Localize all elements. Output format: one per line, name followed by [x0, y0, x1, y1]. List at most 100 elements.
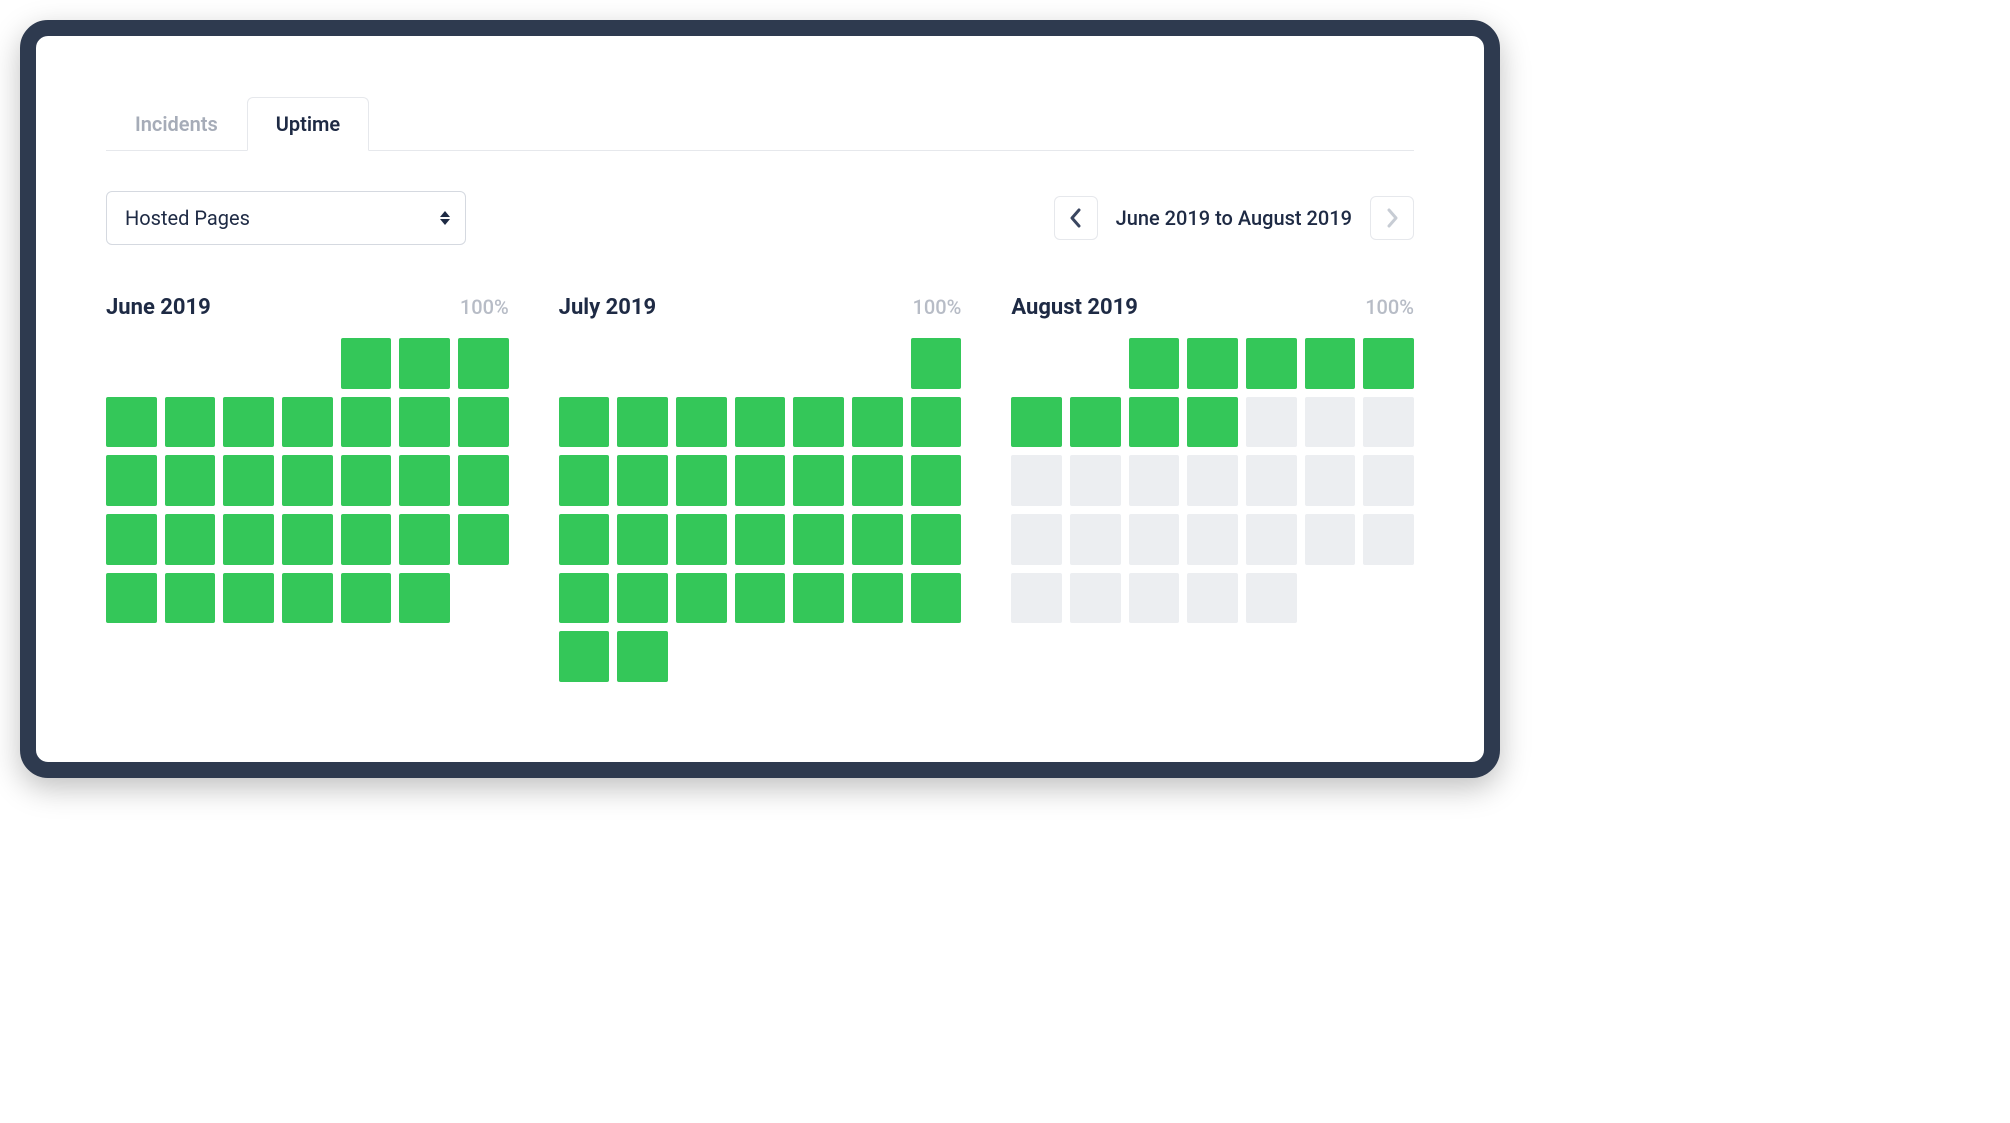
day-cell[interactable] [223, 397, 274, 448]
day-cell[interactable] [341, 573, 392, 624]
day-cell[interactable] [399, 338, 450, 389]
day-cell[interactable] [282, 455, 333, 506]
day-cell[interactable] [911, 573, 962, 624]
day-cell[interactable] [223, 573, 274, 624]
day-cell[interactable] [1187, 397, 1238, 448]
day-cell[interactable] [676, 397, 727, 448]
day-cell[interactable] [1129, 573, 1180, 624]
day-cell[interactable] [793, 573, 844, 624]
day-cell[interactable] [1011, 455, 1062, 506]
day-cell[interactable] [911, 455, 962, 506]
day-cell[interactable] [341, 338, 392, 389]
day-cell[interactable] [1070, 397, 1121, 448]
day-cell[interactable] [165, 397, 216, 448]
day-cell[interactable] [399, 573, 450, 624]
day-cell[interactable] [1246, 397, 1297, 448]
day-cell[interactable] [399, 455, 450, 506]
tab-uptime[interactable]: Uptime [247, 97, 369, 151]
day-cell[interactable] [852, 514, 903, 565]
day-cell[interactable] [458, 338, 509, 389]
day-cell[interactable] [1129, 514, 1180, 565]
day-cell[interactable] [106, 573, 157, 624]
day-cell[interactable] [458, 514, 509, 565]
day-cell[interactable] [399, 397, 450, 448]
day-cell[interactable] [1363, 514, 1414, 565]
day-cell[interactable] [341, 455, 392, 506]
day-cell[interactable] [282, 514, 333, 565]
day-cell[interactable] [1305, 455, 1356, 506]
day-cell[interactable] [1070, 455, 1121, 506]
day-cell[interactable] [458, 455, 509, 506]
day-cell[interactable] [1187, 573, 1238, 624]
select-caret-icon [440, 211, 450, 225]
day-cell[interactable] [223, 455, 274, 506]
tab-incidents[interactable]: Incidents [106, 97, 247, 151]
day-cell[interactable] [1070, 514, 1121, 565]
day-cell[interactable] [676, 514, 727, 565]
day-cell[interactable] [341, 514, 392, 565]
day-cell[interactable] [1305, 514, 1356, 565]
day-cell[interactable] [1129, 338, 1180, 389]
day-cell[interactable] [735, 514, 786, 565]
day-cell[interactable] [1129, 397, 1180, 448]
day-cell[interactable] [282, 573, 333, 624]
day-cell[interactable] [852, 455, 903, 506]
day-cell[interactable] [106, 514, 157, 565]
filter-select-wrap: Hosted Pages [106, 191, 466, 245]
day-cell[interactable] [676, 455, 727, 506]
day-cell[interactable] [165, 573, 216, 624]
day-cell[interactable] [399, 514, 450, 565]
day-cell[interactable] [559, 573, 610, 624]
day-cell[interactable] [1246, 338, 1297, 389]
day-cell[interactable] [735, 455, 786, 506]
day-cell[interactable] [1187, 338, 1238, 389]
day-cell[interactable] [793, 455, 844, 506]
day-cell[interactable] [559, 455, 610, 506]
day-cell[interactable] [1305, 397, 1356, 448]
day-cell[interactable] [852, 397, 903, 448]
day-cell[interactable] [911, 338, 962, 389]
day-cell[interactable] [559, 514, 610, 565]
day-cell[interactable] [282, 397, 333, 448]
day-cell[interactable] [617, 573, 668, 624]
day-cell[interactable] [1070, 573, 1121, 624]
day-cell[interactable] [1246, 514, 1297, 565]
day-cell[interactable] [617, 397, 668, 448]
next-range-button[interactable] [1370, 196, 1414, 240]
day-cell[interactable] [911, 397, 962, 448]
day-cell[interactable] [1363, 338, 1414, 389]
day-cell[interactable] [793, 397, 844, 448]
day-cell[interactable] [341, 397, 392, 448]
day-cell[interactable] [165, 514, 216, 565]
day-cell[interactable] [676, 573, 727, 624]
prev-range-button[interactable] [1054, 196, 1098, 240]
day-cell[interactable] [1246, 573, 1297, 624]
day-cell[interactable] [617, 631, 668, 682]
month-grid [106, 338, 509, 623]
day-cell[interactable] [852, 573, 903, 624]
day-cell[interactable] [1187, 514, 1238, 565]
day-cell[interactable] [559, 397, 610, 448]
day-cell[interactable] [223, 514, 274, 565]
day-cell[interactable] [1011, 514, 1062, 565]
day-cell[interactable] [1305, 338, 1356, 389]
day-cell[interactable] [793, 514, 844, 565]
day-cell[interactable] [1363, 455, 1414, 506]
day-cell[interactable] [617, 514, 668, 565]
day-cell[interactable] [458, 397, 509, 448]
day-cell[interactable] [165, 455, 216, 506]
day-cell[interactable] [1129, 455, 1180, 506]
filter-select[interactable]: Hosted Pages [106, 191, 466, 245]
day-cell[interactable] [1246, 455, 1297, 506]
day-cell[interactable] [106, 455, 157, 506]
day-cell[interactable] [106, 397, 157, 448]
day-cell[interactable] [1011, 397, 1062, 448]
day-cell[interactable] [735, 573, 786, 624]
day-cell[interactable] [1363, 397, 1414, 448]
day-cell[interactable] [735, 397, 786, 448]
day-cell[interactable] [559, 631, 610, 682]
day-cell[interactable] [617, 455, 668, 506]
day-cell[interactable] [911, 514, 962, 565]
day-cell[interactable] [1187, 455, 1238, 506]
day-cell[interactable] [1011, 573, 1062, 624]
